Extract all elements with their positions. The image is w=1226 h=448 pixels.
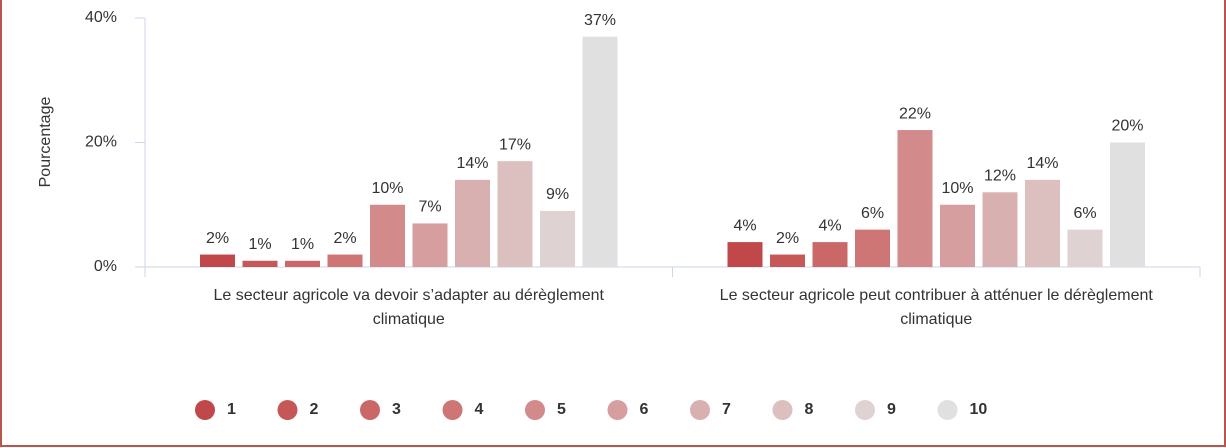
bar [855, 229, 890, 267]
bar [200, 254, 235, 267]
x-tick-label: Le secteur agricole va devoir s’adapter … [213, 287, 604, 328]
legend-label: 1 [227, 401, 236, 418]
y-tick-label: 40% [85, 9, 117, 26]
data-label: 2% [206, 230, 229, 247]
data-label: 4% [818, 217, 841, 234]
data-label: 2% [776, 230, 799, 247]
legend-marker [442, 400, 463, 420]
legend-marker [855, 400, 875, 420]
legend-label: 4 [475, 401, 484, 418]
data-label: 17% [499, 136, 531, 153]
bar [327, 254, 363, 267]
legend-marker [525, 400, 545, 420]
bar [897, 130, 933, 267]
bar [982, 192, 1018, 267]
data-label: 4% [733, 217, 756, 234]
data-label: 6% [861, 205, 884, 222]
bar [285, 260, 320, 267]
data-label: 1% [291, 236, 314, 253]
y-axis-title: Pourcentage [37, 97, 54, 188]
bar [812, 242, 848, 267]
legend-label: 2 [310, 401, 319, 418]
legend-label: 9 [887, 401, 896, 418]
data-label: 12% [984, 168, 1016, 185]
data-label: 1% [248, 236, 271, 253]
bar [1025, 179, 1060, 267]
bar [242, 260, 278, 267]
bar [497, 161, 533, 267]
bar [940, 204, 975, 267]
data-label: 9% [546, 186, 569, 203]
y-tick-label: 0% [94, 258, 117, 275]
data-label: 20% [1111, 118, 1143, 135]
data-label: 2% [333, 230, 356, 247]
data-label: 22% [899, 105, 931, 122]
bar [455, 179, 490, 267]
legend-label: 8 [805, 401, 814, 418]
legend-marker [360, 400, 380, 420]
data-label: 14% [1026, 155, 1058, 172]
legend-marker [690, 400, 710, 420]
legend-label: 10 [970, 401, 988, 418]
data-label: 7% [418, 199, 441, 216]
data-label: 14% [456, 155, 488, 172]
legend-label: 5 [557, 401, 566, 418]
bar [370, 204, 405, 267]
legend-marker [937, 400, 958, 420]
legend-label: 7 [722, 401, 731, 418]
y-tick-label: 20% [85, 134, 117, 151]
data-label: 10% [371, 180, 403, 197]
data-label: 10% [941, 180, 973, 197]
bar [540, 210, 575, 267]
bar [412, 223, 448, 267]
data-label: 6% [1073, 205, 1096, 222]
bar [582, 36, 618, 267]
bar [1110, 142, 1145, 267]
legend-label: 3 [392, 401, 401, 418]
legend-marker [607, 400, 628, 420]
x-tick-label: Le secteur agricole peut contribuer à at… [719, 287, 1153, 328]
legend-marker [277, 400, 298, 420]
bar [727, 242, 763, 267]
legend-label: 6 [640, 401, 649, 418]
legend-marker [772, 400, 793, 420]
bar [770, 254, 805, 267]
data-label: 37% [584, 12, 616, 29]
bar [1067, 229, 1103, 267]
legend-marker [195, 400, 215, 420]
